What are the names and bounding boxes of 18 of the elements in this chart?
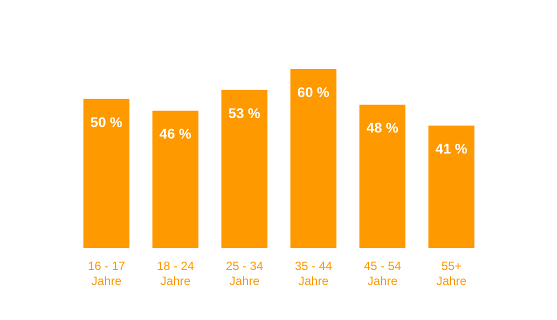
data-label: 41 % bbox=[435, 140, 468, 157]
bar bbox=[221, 90, 268, 248]
bar bbox=[83, 98, 130, 248]
bar bbox=[290, 69, 336, 248]
data-label: 50 % bbox=[90, 114, 123, 130]
x-tick-label: 16 - 17 Jahre bbox=[88, 259, 126, 288]
x-tick-label: 45 - 54 Jahre bbox=[364, 259, 402, 288]
data-label: 53 % bbox=[228, 104, 261, 121]
data-label: 48 % bbox=[366, 120, 399, 136]
bar bbox=[152, 110, 198, 248]
bar bbox=[428, 126, 474, 248]
bar bbox=[359, 104, 406, 248]
x-tick-label: 25 - 34 Jahre bbox=[226, 259, 264, 288]
x-tick-label: 18 - 24 Jahre bbox=[156, 259, 195, 288]
x-tick-label: 55+ Jahre bbox=[436, 259, 467, 288]
data-label: 46 % bbox=[159, 126, 192, 142]
data-label: 60 % bbox=[297, 84, 330, 100]
x-tick-label: 35 - 44 Jahre bbox=[294, 259, 333, 288]
